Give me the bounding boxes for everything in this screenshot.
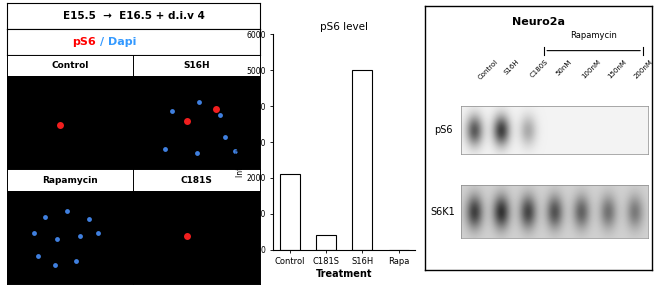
Text: E15.5  →  E16.5 + d.i.v 4: E15.5 → E16.5 + d.i.v 4 [63, 11, 204, 21]
Text: S16H: S16H [184, 61, 210, 70]
Text: / Dapi: / Dapi [100, 37, 137, 46]
Text: Neuro2a: Neuro2a [512, 17, 565, 27]
Text: 50nM: 50nM [555, 59, 573, 77]
Text: 100nM: 100nM [581, 59, 602, 80]
Text: pS6: pS6 [434, 125, 453, 135]
Text: S16H: S16H [503, 59, 520, 76]
Text: S6K1: S6K1 [431, 207, 455, 217]
Text: pS6: pS6 [72, 37, 96, 46]
Text: Rapamycin: Rapamycin [42, 176, 98, 185]
Text: C181S: C181S [181, 176, 213, 185]
Text: C180S: C180S [529, 59, 549, 79]
Bar [353, 70, 372, 250]
X-axis label: Treatment: Treatment [316, 269, 372, 279]
Y-axis label: Intensity % values: Intensity % values [236, 107, 245, 177]
Text: 150nM: 150nM [607, 59, 628, 80]
Title: pS6 level: pS6 level [320, 22, 368, 32]
Text: 200nM: 200nM [633, 59, 654, 80]
Text: Rapamycin: Rapamycin [570, 31, 617, 40]
Text: Control: Control [476, 59, 499, 81]
Bar [316, 235, 336, 250]
Text: Control: Control [51, 61, 89, 70]
Bar [280, 174, 300, 250]
